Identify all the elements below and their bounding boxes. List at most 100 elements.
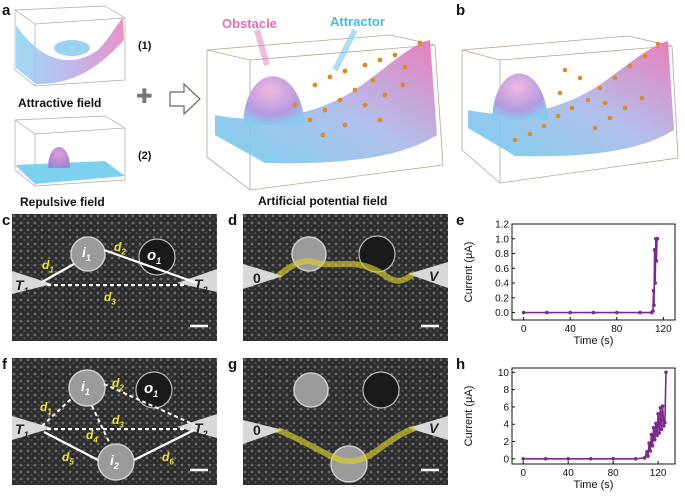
terminal-0-d: 0 [253,270,261,286]
attractive-field-box [13,5,127,87]
label-t2-f: T2 [194,420,208,439]
panel-label-e: e [456,212,465,229]
y-tick-label: 0.2 [495,293,509,304]
artificial-potential-field-plot [206,28,444,191]
item-1-label: (1) [138,40,152,52]
data-point [615,310,619,315]
label-d5-f: d5 [62,450,74,467]
x-tick-label: 120 [655,324,672,335]
data-point [656,412,660,416]
current-time-chart-h: 0 2 4 6 8 10 0 40 80 120 Time (s) Current (μA) [463,367,676,491]
terminal-0-g: 0 [253,422,261,438]
x-tick-label: 0 [520,468,526,479]
plot-frame [511,223,676,321]
data-point [651,309,655,313]
data-point [543,457,548,461]
panel-label-f: f [2,356,7,373]
x-tick-label: 0 [521,324,527,335]
y-axis-label: Current (μA) [463,386,475,447]
series-line [523,237,658,314]
data-point [521,457,525,461]
data-point [651,288,656,293]
y-tick-label: 0.8 [495,249,509,260]
series-line [523,372,667,460]
y-tick-label: 0 [503,454,509,465]
data-point [642,456,647,460]
data-point [653,438,657,442]
panel-label-a: a [2,2,11,19]
label-o1: o1 [147,247,162,266]
y-tick-label: 0.4 [495,279,509,290]
plot-frame [511,367,676,465]
sem-image-g: 0 V [243,358,448,485]
data-point [654,421,658,426]
label-t1: T1 [15,277,29,296]
data-point [568,310,572,315]
y-tick-label: 10 [498,368,510,379]
data-point [664,370,668,375]
data-point [638,310,642,315]
x-axis-label: Time (s) [574,335,614,347]
data-point [657,431,662,435]
data-point [545,310,549,315]
data-point [649,432,654,437]
data-point [611,457,615,461]
data-point [662,424,666,428]
obstacle-label: Obstacle [222,16,277,31]
label-d6-f: d6 [162,450,174,467]
data-point [654,259,659,263]
y-tick-label: 1.0 [495,234,509,245]
data-point [588,457,593,461]
sem-image-c: i1 o1 T1 T2 d1 d2 d3 [12,214,217,341]
data-point [646,454,650,458]
panel-label-d: d [228,212,238,229]
label-d2-f: d2 [112,376,124,393]
potential-field-trajectory-plot [461,35,679,184]
attractor-label: Attractor [330,14,385,29]
data-point [566,457,570,461]
panel-label-c: c [2,212,11,229]
data-point [663,420,667,425]
x-tick-label: 80 [608,468,620,479]
data-point [648,449,653,453]
data-point [645,450,649,454]
label-d1: d1 [42,258,54,275]
y-tick-label: 6 [503,402,509,413]
repulsive-field-caption: Repulsive field [20,195,105,209]
data-point [650,444,655,448]
data-point [659,427,664,432]
x-tick-label: 120 [650,468,667,479]
y-tick-label: 0.0 [495,308,509,319]
data-point [521,310,526,315]
panel-label-b: b [456,2,466,19]
terminal-v-g: V [429,420,439,436]
x-tick-label: 80 [611,324,623,335]
terminal-v-d: V [429,268,439,284]
y-tick-label: 0.6 [495,264,509,275]
current-time-chart-e: 0.0 0.2 0.4 0.6 0.8 1.0 1.2 0 40 80 120 Time (s) Cur… [463,220,676,347]
data-point [591,310,596,315]
label-d2: d2 [114,240,126,257]
attractive-field-caption: Attractive field [18,96,102,110]
x-tick-label: 40 [565,324,577,335]
label-o1-f: o1 [144,380,159,399]
data-point [633,457,638,461]
label-d1-f: d1 [40,400,52,417]
sem-image-f: i1 i2 o1 T1 T2 d1 d2 d3 d4 d5 d6 [12,358,217,485]
panel-label-h: h [456,356,466,373]
data-point [655,237,660,241]
item-2-label: (2) [138,150,152,162]
y-tick-label: 2 [503,437,509,448]
y-tick-label: 1.2 [495,220,509,231]
data-point [652,303,656,307]
y-tick-label: 4 [503,420,509,431]
repulsive-field-box [13,115,127,187]
data-point [653,281,657,285]
label-i1-f: i1 [81,378,90,397]
label-d3-f: d3 [112,413,124,430]
x-axis-label: Time (s) [574,479,614,491]
sem-image-d: 0 V [243,214,448,341]
y-axis-label: Current (μA) [463,242,475,303]
label-t1-f: T1 [15,421,29,440]
arrow-right-icon [169,82,201,116]
